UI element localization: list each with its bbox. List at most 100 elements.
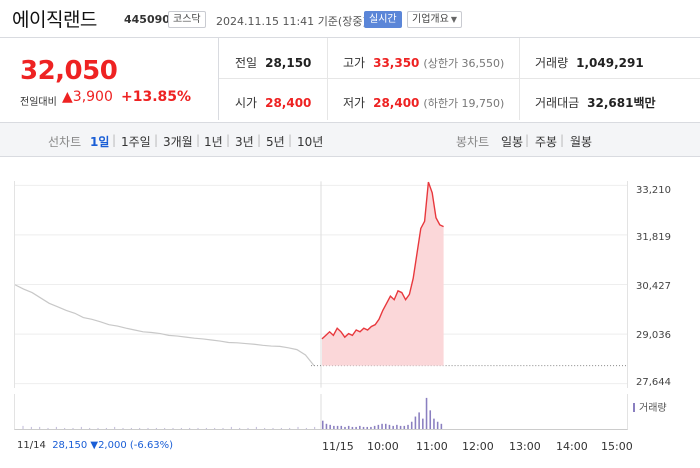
volume-bar [362,426,365,429]
volume-bar [392,425,394,429]
volume-bar [64,427,66,429]
stock-name: 에이직랜드 [12,9,97,31]
volume-bar [305,427,307,429]
stat-prev-close: 전일 28,150 [235,56,312,70]
company-overview-button[interactable]: 기업개요 ▼ [407,11,462,28]
volume-bar [105,427,107,429]
tab-1w[interactable]: 1주일 [121,135,151,149]
volume-bar [436,421,439,429]
volume-bar [410,421,413,429]
volume-bar [155,427,157,429]
volume-bar [314,426,316,429]
volume-bar [403,425,406,429]
change-percent: +13.85% [121,89,192,105]
volume-bar [366,426,369,429]
volume-bar [205,427,207,429]
volume-bar [230,426,232,429]
quote-time: 2024.11.15 11:41 기준(장중) [216,15,367,28]
tab-separator: | [112,133,117,147]
volume-bar [39,426,41,429]
volume-bar [114,426,116,429]
volume-bar [333,425,335,429]
tab-separator: | [560,133,565,147]
y-tick-label: 30,427 [636,281,671,292]
stat-trade-value: 거래대금 32,681백만 [535,96,656,110]
y-tick-label: 29,036 [636,330,671,341]
volume-bar [422,418,424,429]
divider [219,78,700,79]
volume-bar [418,412,420,429]
tab-3m[interactable]: 3개월 [163,135,193,149]
realtime-button[interactable]: 실시간 [364,11,402,28]
tab-separator: | [288,133,293,147]
volume-bar [180,427,182,429]
x-tick-label: 11:00 [416,440,448,453]
x-tick-label: 13:00 [509,440,541,453]
volume-bar [381,423,383,429]
chevron-down-icon: ▼ [450,15,457,24]
volume-bar [370,426,372,429]
tab-5y[interactable]: 5년 [266,135,285,149]
y-tick-label: 27,644 [636,377,671,388]
tab-1y[interactable]: 1년 [204,135,223,149]
tab-separator: | [196,133,201,147]
volume-bar [139,427,141,429]
stat-volume: 거래량 1,049,291 [535,56,644,70]
volume-bar [164,427,166,429]
volume-bar [222,427,224,429]
tab-monthly[interactable]: 월봉 [570,135,593,149]
volume-bar [384,423,387,429]
tab-separator: | [154,133,159,147]
volume-bar [189,427,191,429]
tab-weekly[interactable]: 주봉 [535,135,558,149]
volume-bar [147,427,149,429]
volume-bar [407,424,409,429]
x-tick-label: 15:00 [601,440,633,453]
tab-3y[interactable]: 3년 [235,135,254,149]
volume-bar [399,425,402,429]
prev-day-summary: 11/14 28,150 ▼2,000 (-6.63%) [17,440,174,451]
prev-day-line [15,284,315,367]
volume-bar [336,425,339,429]
today-line [321,181,444,340]
volume-bar [255,426,257,429]
volume-bar [55,426,57,429]
line-chart-label: 선차트 [48,135,82,149]
volume-bar [280,427,282,429]
header-bar: 에이직랜드 445090 코스닥 2024.11.15 11:41 기준(장중)… [0,0,700,38]
x-tick-label: 12:00 [462,440,494,453]
volume-bar [239,427,241,429]
volume-bar [272,427,274,429]
volume-bar [214,427,216,429]
volume-bar [264,427,266,429]
volume-bar [340,425,343,429]
volume-bar [72,427,74,429]
volume-bar [429,410,432,429]
volume-bar [440,423,443,429]
volume-bar [321,420,324,429]
stat-high: 고가 33,350 (상한가 36,550) [343,56,505,70]
volume-legend-swatch [633,403,635,412]
stat-open: 시가 28,400 [235,96,312,110]
volume-bar [130,427,132,429]
volume-bar [47,427,49,429]
x-tick-label: 10:00 [367,440,399,453]
volume-bar [289,427,291,429]
y-tick-label: 31,819 [636,232,671,243]
tab-separator: | [226,133,231,147]
y-tick-label: 33,210 [636,185,671,196]
tab-1d[interactable]: 1일 [90,135,110,149]
tab-10y[interactable]: 10년 [297,135,324,149]
volume-bar [122,427,124,429]
volume-bar [388,424,391,429]
volume-bar [344,426,346,429]
tab-daily[interactable]: 일봉 [501,135,524,149]
volume-bar [247,427,249,429]
stat-low: 저가 28,400 (하한가 19,750) [343,96,505,110]
change-amount: ▲3,900 [62,89,113,105]
today-area [321,182,444,366]
volume-bar [172,427,174,429]
chart-period-tabs: 선차트 1일 | 1주일 | 3개월 | 1년 | 3년 | 5년 | 10년 … [0,122,700,157]
change-label: 전일대비 [20,97,57,108]
volume-bar [396,424,398,429]
